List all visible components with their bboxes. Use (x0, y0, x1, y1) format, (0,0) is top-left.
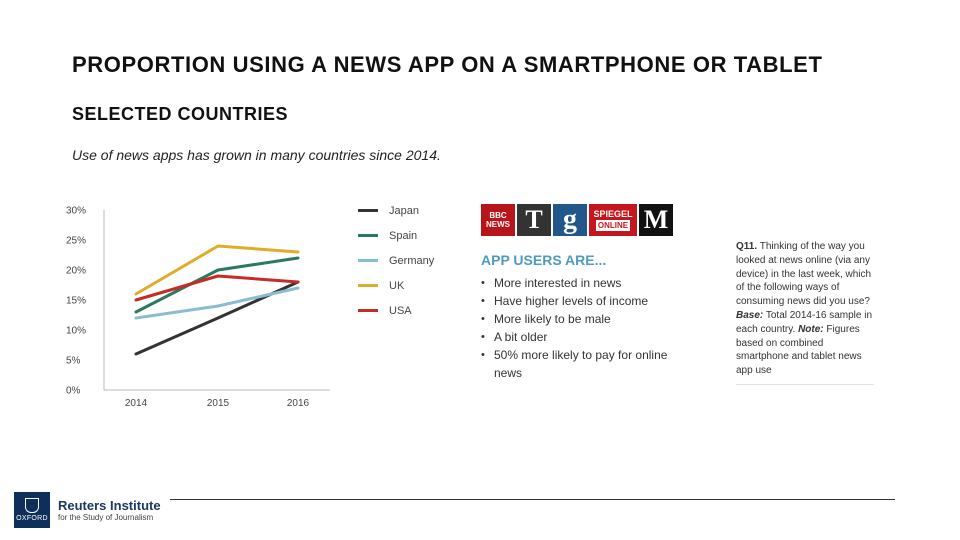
spiegel-online-logo: SPIEGEL ONLINE (589, 204, 637, 236)
app-users-list: More interested in news Have higher leve… (481, 274, 674, 382)
x-axis-ticks: 2014 2015 2016 (125, 398, 310, 409)
intro-text: Use of news apps has grown in many count… (72, 147, 441, 163)
slide-title: PROPORTION USING A NEWS APP ON A SMARTPH… (72, 52, 823, 77)
legend-label: Japan (389, 204, 419, 217)
y-tick-label: 20% (66, 266, 86, 277)
note-note-label: Note: (795, 323, 824, 335)
series-line-spain (134, 256, 300, 314)
crest-text: OXFORD (16, 515, 48, 522)
y-axis-ticks: 0% 5% 10% 15% 20% 25% 30% (66, 206, 86, 397)
publisher-logos: BBC NEWS T g SPIEGEL ONLINE M (481, 204, 675, 236)
y-tick-label: 25% (66, 236, 86, 247)
legend-label: Spain (389, 229, 418, 242)
legend-swatch (358, 259, 378, 262)
legend-label: Germany (389, 254, 435, 267)
y-tick-label: 10% (66, 326, 86, 337)
series-line-uk (134, 244, 300, 296)
oxford-crest-icon: OXFORD (14, 492, 50, 528)
legend-swatch (358, 234, 378, 237)
series-line-usa (134, 274, 300, 302)
legend-swatch (358, 284, 378, 287)
spiegel-logo-line1: SPIEGEL (593, 209, 633, 219)
note-base-label: Base: (736, 309, 764, 321)
institute-name: Reuters Institute (58, 497, 161, 513)
guardian-logo: g (553, 204, 587, 236)
mail-logo: M (639, 204, 673, 236)
chart-series (134, 244, 300, 356)
list-item: 50% more likely to pay for online news (481, 346, 674, 382)
legend-label: UK (389, 279, 405, 292)
series-line-germany (134, 286, 300, 320)
x-tick-label: 2014 (125, 398, 148, 409)
line-chart: 0% 5% 10% 15% 20% 25% 30% 2014 2015 2016 (66, 206, 330, 409)
app-users-heading: APP USERS ARE... (481, 252, 607, 268)
legend-label: USA (389, 304, 412, 317)
list-item: More interested in news (481, 274, 674, 292)
institute-subtitle: for the Study of Journalism (58, 512, 154, 522)
note-note-text: Figures based on combined smartphone and… (736, 323, 862, 377)
footer-divider (170, 499, 895, 500)
bbc-news-logo: BBC NEWS (481, 204, 515, 236)
legend-item-spain: Spain (358, 223, 434, 248)
y-tick-label: 30% (66, 206, 86, 217)
reuters-institute-logo: OXFORD Reuters Institute for the Study o… (14, 492, 161, 528)
x-tick-label: 2016 (287, 398, 310, 409)
telegraph-logo: T (517, 204, 551, 236)
y-tick-label: 15% (66, 296, 86, 307)
legend-item-germany: Germany (358, 248, 434, 273)
note-question-text: Thinking of the way you looked at news o… (736, 241, 872, 308)
legend-item-japan: Japan (358, 198, 434, 223)
y-tick-label: 0% (66, 386, 81, 397)
note-base-text: Total 2014-16 sample in each country. (736, 309, 873, 335)
legend-item-usa: USA (358, 298, 434, 323)
legend-item-uk: UK (358, 273, 434, 298)
list-item: Have higher levels of income (481, 292, 674, 310)
y-tick-label: 5% (66, 356, 81, 367)
list-item: More likely to be male (481, 310, 674, 328)
slide-subtitle: SELECTED COUNTRIES (72, 104, 289, 124)
bbc-logo-line2: NEWS (486, 220, 510, 229)
legend-swatch (358, 209, 378, 212)
x-tick-label: 2015 (207, 398, 230, 409)
bbc-logo-line1: BBC (489, 211, 507, 220)
survey-note: Q11. Thinking of the way you looked at n… (736, 240, 874, 385)
spiegel-logo-line2: ONLINE (595, 220, 631, 231)
chart-legend: Japan Spain Germany UK USA (358, 198, 434, 323)
list-item: A bit older (481, 328, 674, 346)
note-question-label: Q11. (736, 241, 758, 252)
legend-swatch (358, 309, 378, 312)
